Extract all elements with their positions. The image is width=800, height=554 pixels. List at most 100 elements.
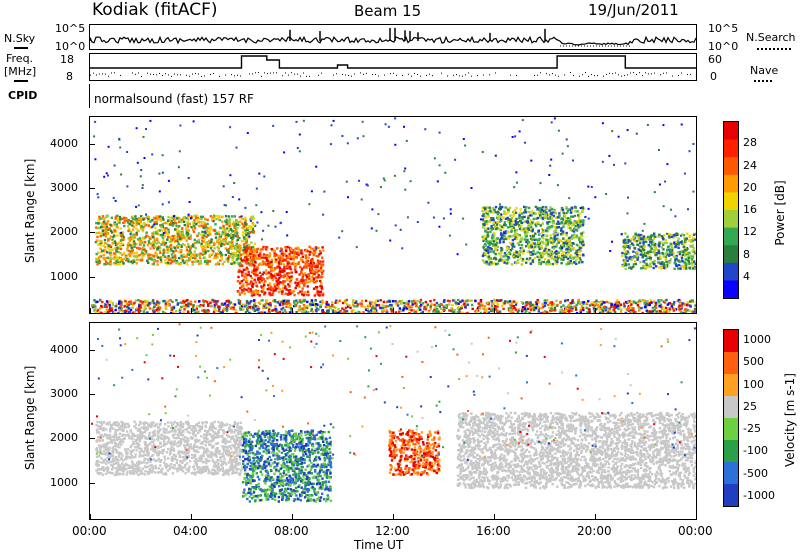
power-cell	[541, 236, 544, 239]
power-cell	[531, 303, 534, 306]
power-cell	[482, 239, 485, 243]
power-cell	[574, 210, 577, 213]
power-cell	[692, 236, 695, 240]
power-cell	[303, 291, 307, 294]
power-cell	[579, 219, 582, 222]
power-cell	[557, 241, 560, 244]
power-cell	[318, 304, 322, 307]
power-cell	[118, 300, 121, 303]
power-cell	[440, 303, 444, 306]
power-cell	[527, 227, 530, 230]
power-cell	[97, 311, 101, 313]
power-cell	[248, 250, 251, 253]
power-cell	[419, 308, 422, 311]
power-cell	[155, 237, 159, 240]
power-cell	[531, 221, 534, 224]
power-cell	[677, 308, 680, 311]
power-cell	[118, 221, 121, 224]
power-cell	[97, 243, 100, 246]
power-cell	[483, 215, 486, 218]
power-cell	[314, 299, 317, 302]
power-cell	[616, 299, 619, 302]
power-cell	[574, 259, 578, 262]
power-cell	[448, 309, 451, 312]
power-cell	[211, 216, 215, 219]
power-cell	[503, 210, 506, 213]
power-cell	[154, 245, 157, 248]
power-cell	[197, 238, 201, 242]
power-cell	[373, 309, 376, 312]
nave-dot	[537, 74, 538, 76]
power-cell	[662, 263, 666, 267]
power-cell	[646, 251, 649, 255]
power-speckle	[516, 181, 518, 184]
power-cell	[509, 225, 512, 228]
power-cell	[579, 311, 582, 313]
power-cell	[152, 254, 155, 257]
power-cell	[300, 259, 303, 262]
power-cell	[155, 231, 158, 234]
power-cell	[307, 273, 310, 276]
power-cell	[305, 263, 309, 266]
power-cell	[530, 246, 534, 249]
power-cell	[539, 211, 542, 214]
power-speckle	[187, 213, 190, 216]
power-cell	[674, 245, 678, 248]
power-cell	[360, 305, 363, 308]
power-cell	[452, 299, 455, 302]
power-cell	[573, 261, 576, 264]
power-cell	[652, 266, 655, 270]
power-cell	[193, 224, 196, 228]
power-cell	[557, 238, 560, 242]
power-cell	[388, 300, 391, 303]
power-cell	[186, 228, 190, 232]
power-cell	[688, 234, 692, 237]
power-cell	[694, 304, 696, 307]
power-cell	[462, 303, 465, 307]
power-cell	[503, 235, 506, 238]
power-cell	[289, 255, 292, 258]
power-cell	[245, 241, 248, 244]
power-cell	[673, 267, 676, 270]
power-cell	[578, 302, 582, 306]
power-cell	[311, 270, 314, 273]
power-cell	[100, 304, 103, 308]
power-cell	[170, 308, 173, 312]
power-cell	[155, 220, 158, 223]
power-cell	[561, 218, 564, 221]
power-cell	[387, 305, 390, 308]
power-cell	[254, 281, 257, 284]
power-cell	[527, 307, 530, 310]
power-cell	[198, 224, 201, 228]
power-cell	[244, 260, 247, 264]
power-cell	[506, 246, 509, 249]
power-cell	[352, 301, 355, 304]
power-cell	[246, 232, 249, 235]
power-cell	[202, 240, 205, 243]
power-cell	[677, 237, 680, 240]
power-cell	[179, 307, 182, 311]
power-cell	[626, 250, 629, 253]
power-cell	[508, 235, 511, 238]
power-cell	[394, 302, 397, 306]
power-cell	[310, 299, 314, 302]
power-cell	[104, 303, 107, 306]
power-cell	[622, 259, 625, 262]
power-cell	[138, 241, 142, 244]
power-cell	[294, 281, 297, 284]
power-cell	[326, 305, 330, 309]
power-cell	[206, 261, 209, 264]
power-cell	[615, 301, 618, 304]
power-cell	[557, 226, 560, 229]
power-speckle	[255, 187, 258, 190]
power-cell	[166, 256, 169, 260]
power-cell	[479, 300, 483, 303]
power-cell	[166, 221, 169, 224]
power-cell	[417, 306, 421, 309]
power-cell	[557, 251, 560, 255]
power-cell	[273, 283, 276, 286]
power-cell	[482, 219, 485, 223]
power-cell	[141, 228, 145, 231]
power-cell	[303, 307, 307, 310]
power-cell	[265, 301, 269, 305]
